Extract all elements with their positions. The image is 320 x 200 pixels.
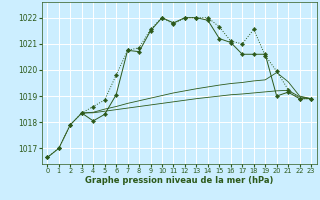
X-axis label: Graphe pression niveau de la mer (hPa): Graphe pression niveau de la mer (hPa): [85, 176, 273, 185]
